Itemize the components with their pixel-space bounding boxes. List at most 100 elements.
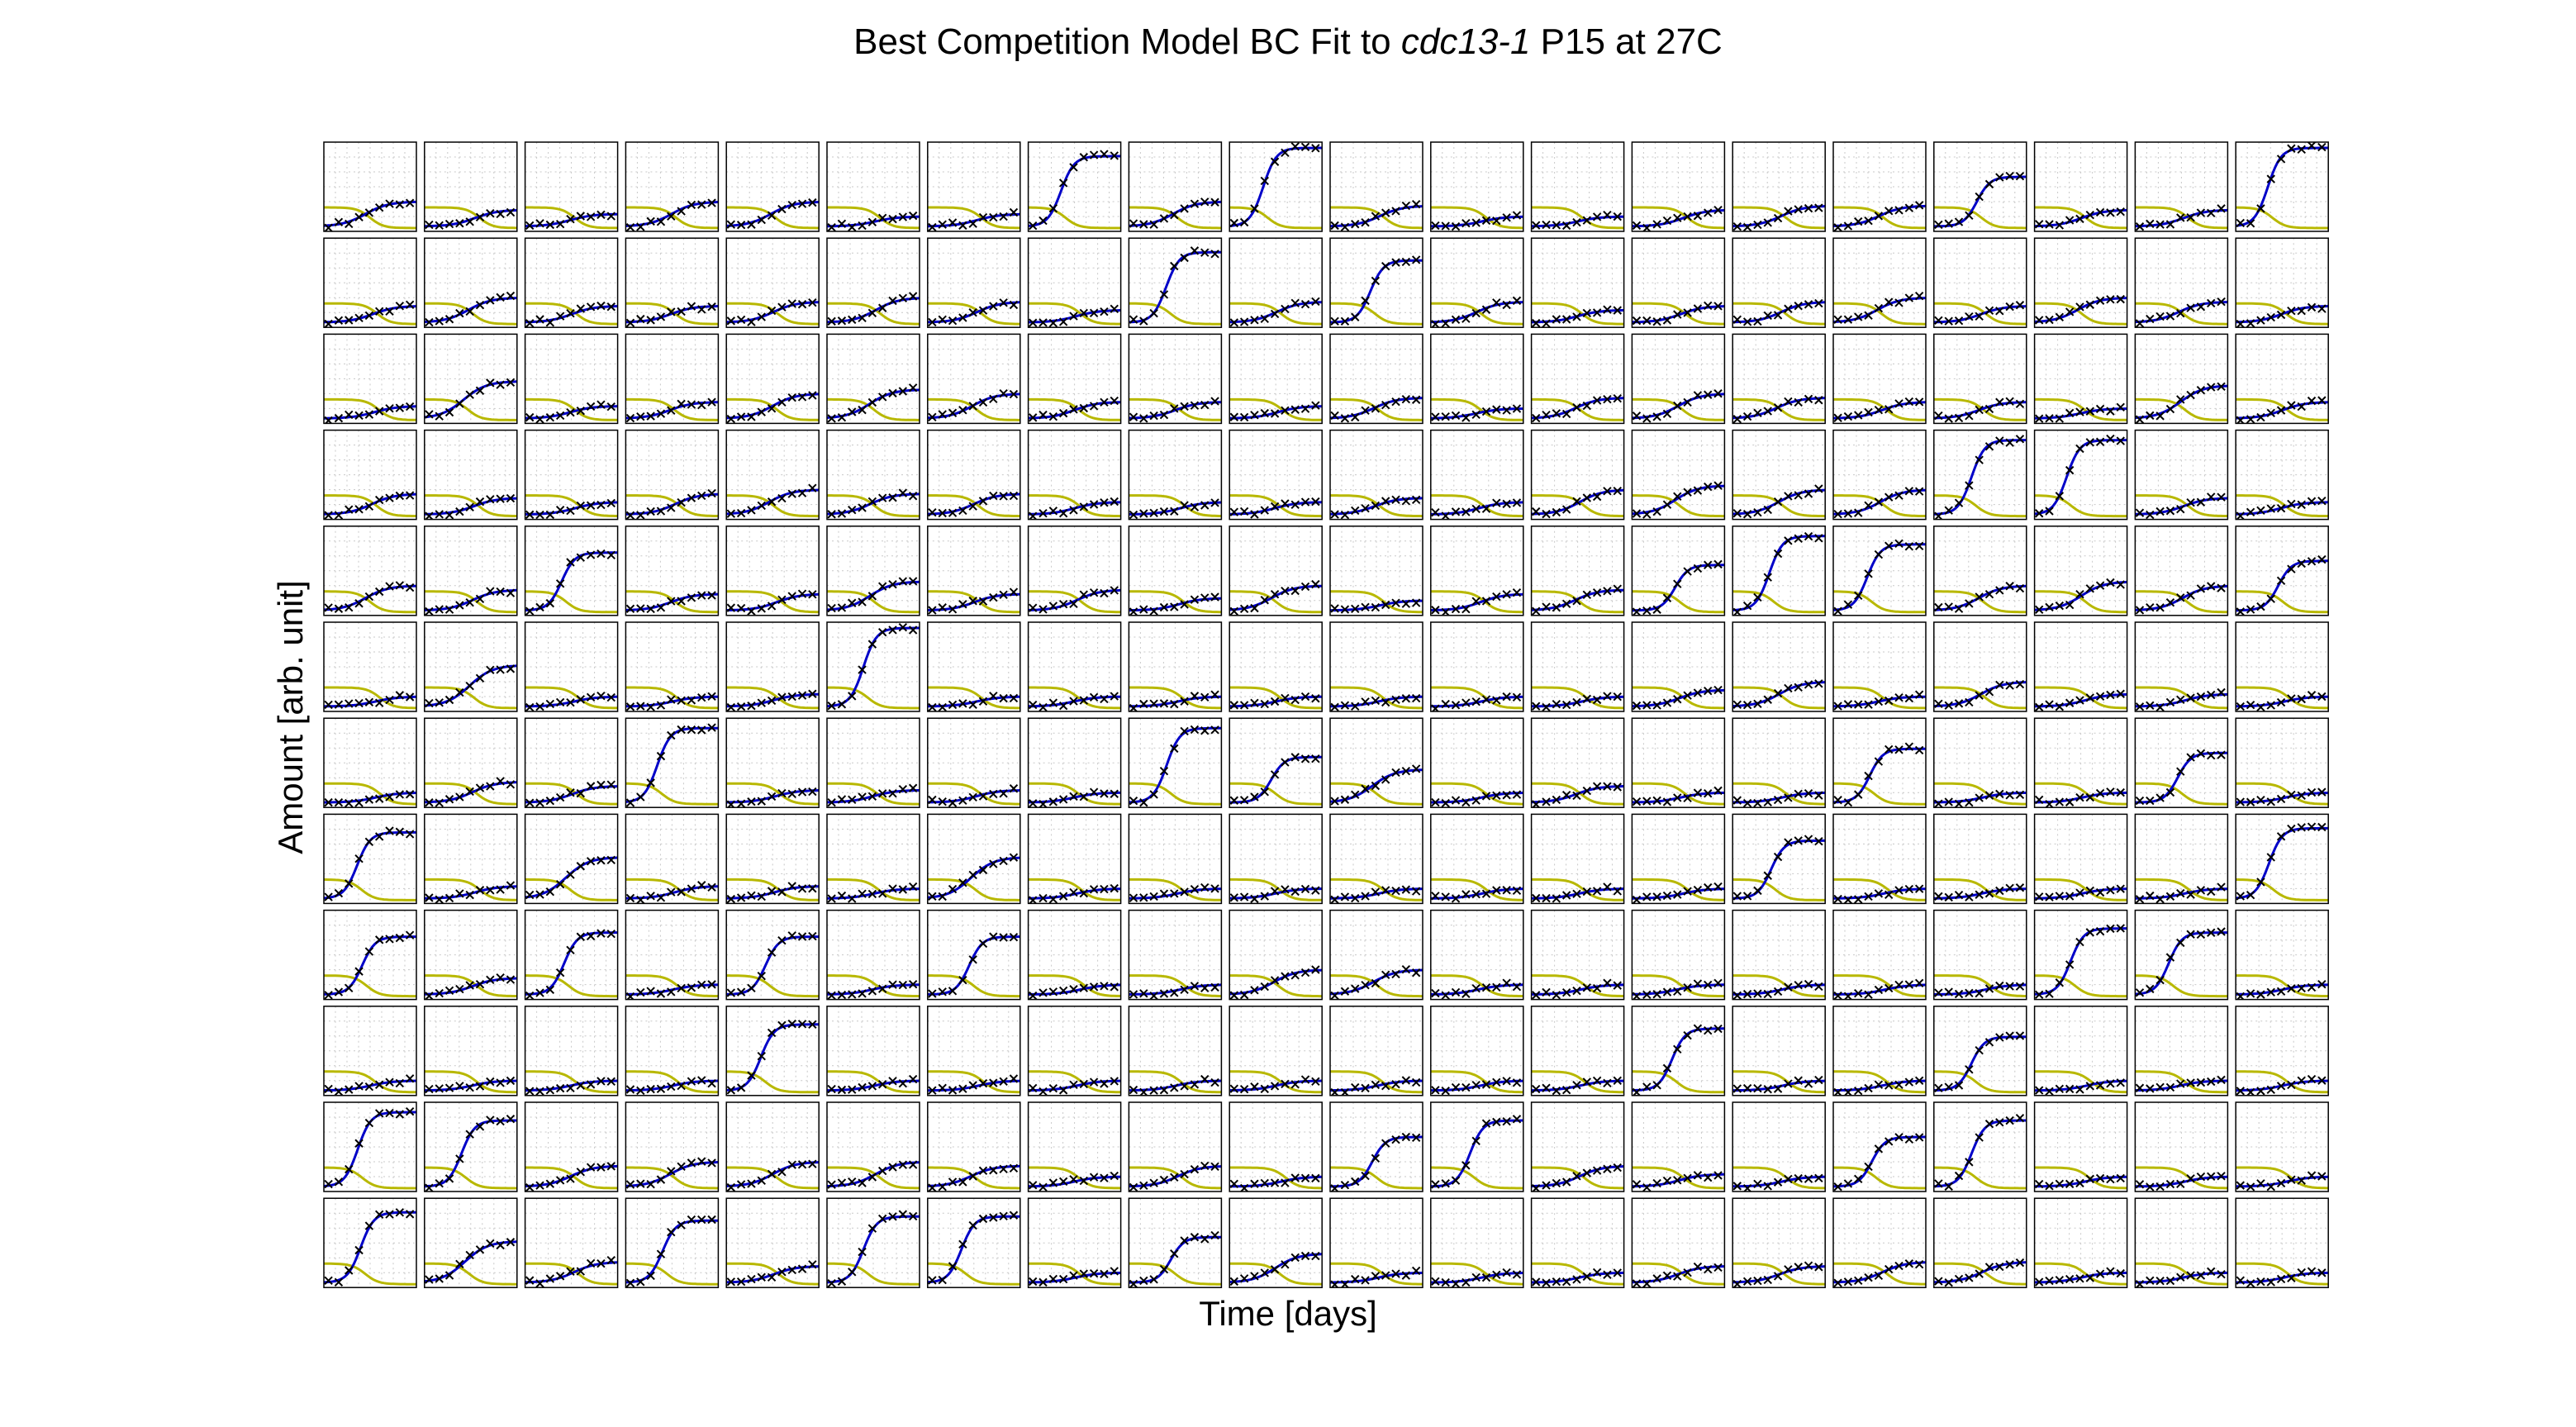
observed-marker xyxy=(1582,786,1592,796)
observed-marker xyxy=(606,1077,615,1087)
competitor-line xyxy=(1531,206,1624,230)
observed-marker xyxy=(1028,991,1038,1000)
observed-marker xyxy=(1239,317,1249,326)
observed-marker xyxy=(1693,688,1703,697)
observed-marker xyxy=(1371,781,1381,791)
observed-marker xyxy=(888,980,897,989)
competitor-line xyxy=(2236,302,2329,326)
observed-marker xyxy=(2196,1077,2206,1087)
observed-marker xyxy=(1632,607,1642,616)
competitor-line xyxy=(1430,878,1523,901)
panel-r3-c1 xyxy=(323,333,417,425)
observed-marker xyxy=(1531,221,1541,230)
observed-marker xyxy=(1471,796,1480,805)
observed-marker xyxy=(1975,890,1984,899)
observed-marker xyxy=(1330,702,1339,711)
competitor-line xyxy=(827,686,920,710)
observed-marker xyxy=(1995,586,2004,595)
observed-marker xyxy=(1954,890,1964,900)
competitor-line xyxy=(2236,590,2329,614)
observed-marker xyxy=(677,597,686,606)
observed-marker xyxy=(1673,1044,1682,1054)
observed-marker xyxy=(2186,753,2195,762)
observed-marker xyxy=(2256,316,2265,325)
observed-marker xyxy=(1753,508,1762,517)
competitor-line xyxy=(1330,878,1423,901)
panel-frame xyxy=(1530,333,1625,425)
observed-marker xyxy=(405,402,415,411)
observed-marker xyxy=(1492,886,1501,895)
observed-marker xyxy=(1270,887,1280,896)
observed-marker xyxy=(1009,587,1019,597)
observed-marker xyxy=(1683,691,1692,700)
observed-marker xyxy=(1753,316,1762,326)
observed-marker xyxy=(877,303,887,312)
observed-marker xyxy=(968,308,977,317)
observed-marker xyxy=(1753,220,1762,230)
observed-marker xyxy=(2236,218,2246,228)
observed-marker xyxy=(1742,700,1752,710)
observed-marker xyxy=(596,929,606,938)
observed-marker xyxy=(586,550,596,559)
observed-marker xyxy=(1572,217,1581,227)
observed-marker xyxy=(354,599,364,608)
panel-frame xyxy=(524,813,619,905)
panel-frame xyxy=(524,1006,619,1096)
observed-marker xyxy=(576,407,586,416)
panel-frame xyxy=(927,333,1021,425)
observed-marker xyxy=(1662,593,1672,602)
observed-marker xyxy=(1673,695,1682,704)
observed-marker xyxy=(848,222,857,231)
observed-marker xyxy=(1048,507,1058,516)
observed-marker xyxy=(465,890,474,900)
observed-marker xyxy=(435,895,444,904)
observed-marker xyxy=(2256,702,2265,711)
panel-frame xyxy=(826,717,920,808)
observed-marker xyxy=(1110,883,1119,893)
competitor-line xyxy=(1732,590,1826,614)
observed-marker xyxy=(837,412,847,422)
panel-frame xyxy=(2235,237,2329,328)
observed-marker xyxy=(486,296,495,305)
observed-marker xyxy=(2207,928,2216,937)
observed-marker xyxy=(928,795,937,805)
observed-marker xyxy=(707,397,716,407)
observed-marker xyxy=(1190,246,1200,255)
observed-marker xyxy=(425,698,434,708)
observed-marker xyxy=(496,777,505,786)
competitor-line xyxy=(1028,206,1121,230)
observed-marker xyxy=(1854,700,1863,709)
observed-marker xyxy=(808,197,817,207)
observed-marker xyxy=(1492,696,1501,705)
observed-marker xyxy=(1784,536,1793,545)
observed-marker xyxy=(2236,892,2246,901)
observed-marker xyxy=(1613,782,1622,792)
observed-marker xyxy=(2034,316,2044,325)
observed-marker xyxy=(1804,531,1813,541)
observed-marker xyxy=(1079,590,1089,599)
observed-marker xyxy=(1239,507,1249,516)
observed-marker xyxy=(2045,220,2054,229)
observed-marker xyxy=(1975,192,1984,202)
observed-marker xyxy=(1431,892,1440,901)
observed-marker xyxy=(848,598,857,607)
observed-marker xyxy=(1975,1045,1984,1055)
panel-frame xyxy=(1933,621,2027,712)
observed-marker xyxy=(1361,892,1370,901)
observed-marker xyxy=(1502,692,1511,702)
observed-marker xyxy=(2005,791,2014,800)
observed-marker xyxy=(465,682,474,691)
observed-marker xyxy=(1582,493,1592,502)
observed-marker xyxy=(968,792,977,802)
observed-marker xyxy=(1965,988,1974,998)
panel-r9-c14 xyxy=(1631,909,1726,1001)
observed-marker xyxy=(1431,412,1440,421)
observed-marker xyxy=(1290,500,1300,510)
observed-marker xyxy=(757,892,766,901)
observed-marker xyxy=(1159,699,1169,708)
panel-r3-c8 xyxy=(1027,333,1122,425)
competitor-line xyxy=(2034,782,2127,806)
observed-marker xyxy=(757,1051,766,1061)
observed-marker xyxy=(1492,216,1501,226)
panel-frame xyxy=(1631,1006,1726,1096)
